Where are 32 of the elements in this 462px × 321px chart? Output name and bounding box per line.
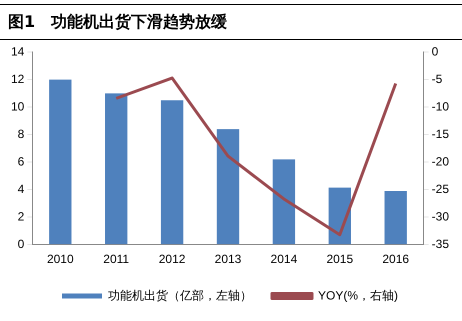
y-tick-label: 8 <box>18 126 25 141</box>
y2-tick-label: -10 <box>432 99 450 114</box>
bar <box>160 100 184 244</box>
x-tick-label: 2010 <box>46 252 74 266</box>
y-tick-label: 0 <box>18 236 25 251</box>
chart-title: 图1 功能机出货下滑趋势放缓 <box>0 4 462 40</box>
x-tick-label: 2012 <box>158 252 186 266</box>
y-tick-label: 4 <box>18 182 25 196</box>
bar <box>105 93 128 244</box>
y2-tick-label: -35 <box>432 236 450 251</box>
y-tick-label: 14 <box>10 44 25 59</box>
bar <box>384 191 407 244</box>
legend-label: 功能机出货（亿部，左轴） <box>108 288 252 302</box>
y-tick-label: 10 <box>10 99 25 114</box>
x-tick-label: 2015 <box>326 252 354 266</box>
x-tick-label: 2016 <box>382 252 410 266</box>
y2-tick-label: -25 <box>432 182 450 196</box>
bar <box>216 129 240 244</box>
y2-tick-label: -15 <box>432 126 450 141</box>
bar <box>49 80 72 244</box>
legend-label: YOY(%，右轴) <box>318 288 398 302</box>
y-tick-label: 6 <box>18 154 25 168</box>
y2-tick-label: -20 <box>432 154 450 168</box>
x-tick-label: 2011 <box>103 252 130 266</box>
y2-tick-label: -5 <box>432 72 443 86</box>
y-tick-label: 2 <box>18 209 25 224</box>
y2-tick-label: -30 <box>432 209 450 224</box>
x-tick-label: 2013 <box>214 252 242 266</box>
y-tick-label: 12 <box>10 72 25 86</box>
y2-tick-label: 0 <box>432 44 439 59</box>
x-tick-label: 2014 <box>270 252 298 266</box>
bar <box>272 159 296 244</box>
